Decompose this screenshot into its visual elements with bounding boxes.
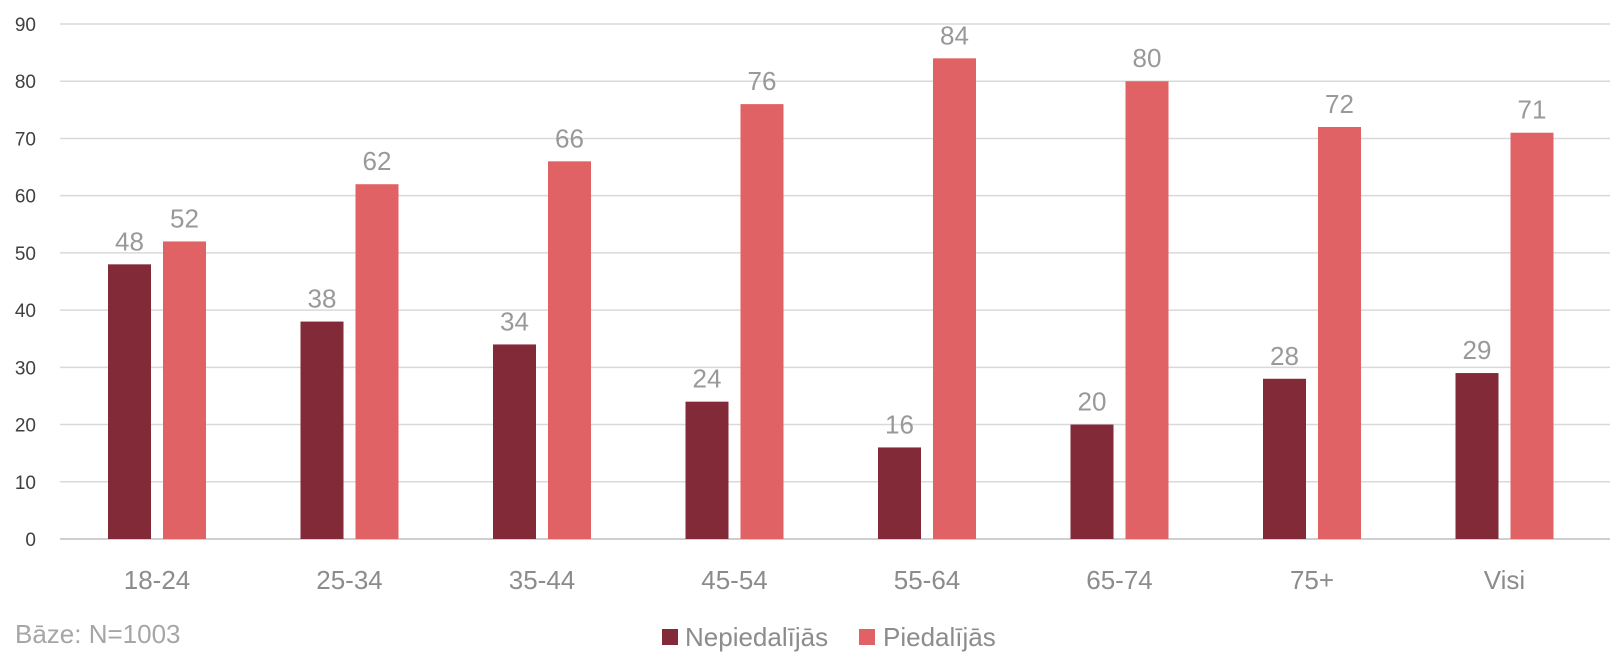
legend-swatch-piedalijas xyxy=(859,629,875,645)
y-tick-label: 0 xyxy=(25,530,36,551)
y-tick-label: 90 xyxy=(15,15,36,36)
legend-label-nepiedalijas: Nepiedalījās xyxy=(685,622,828,652)
y-tick-label: 50 xyxy=(15,244,36,265)
base-note: Bāze: N=1003 xyxy=(15,619,181,649)
bar xyxy=(1318,127,1361,539)
y-tick-label: 20 xyxy=(15,416,36,437)
x-tick-label: 18-24 xyxy=(124,565,191,595)
data-label: 34 xyxy=(500,306,529,336)
data-label: 72 xyxy=(1325,89,1354,119)
bar xyxy=(686,402,729,539)
bar xyxy=(493,344,536,539)
data-label: 80 xyxy=(1133,43,1162,73)
bar xyxy=(108,264,151,539)
bar xyxy=(548,161,591,539)
y-tick-label: 30 xyxy=(15,358,36,379)
data-label: 52 xyxy=(170,203,199,233)
x-tick-label: 65-74 xyxy=(1086,565,1153,595)
bar xyxy=(1456,373,1499,539)
data-label: 62 xyxy=(363,146,392,176)
data-label: 71 xyxy=(1518,95,1547,125)
grid-lines xyxy=(60,24,1610,539)
y-tick-label: 40 xyxy=(15,301,36,322)
bar xyxy=(1126,81,1169,539)
x-tick-label: 75+ xyxy=(1290,565,1334,595)
y-tick-label: 70 xyxy=(15,129,36,150)
data-label: 48 xyxy=(115,226,144,256)
x-tick-label: 55-64 xyxy=(894,565,961,595)
data-label: 38 xyxy=(308,284,337,314)
data-label: 84 xyxy=(940,20,969,50)
y-tick-label: 10 xyxy=(15,473,36,494)
bar xyxy=(741,104,784,539)
bar xyxy=(356,184,399,539)
x-axis-ticks: 18-24 25-34 35-44 45-54 55-64 65-74 75+ Visi xyxy=(124,565,1525,595)
data-label: 66 xyxy=(555,123,584,153)
x-tick-label: Visi xyxy=(1484,565,1525,595)
x-tick-label: 45-54 xyxy=(701,565,768,595)
x-tick-label: 25-34 xyxy=(316,565,383,595)
data-label: 76 xyxy=(748,66,777,96)
bar xyxy=(1071,425,1114,539)
data-label: 29 xyxy=(1463,335,1492,365)
data-label: 24 xyxy=(693,364,722,394)
bar xyxy=(301,322,344,539)
data-label: 20 xyxy=(1078,387,1107,417)
bar xyxy=(1263,379,1306,539)
y-axis-ticks: 0 10 20 30 40 50 60 70 80 90 xyxy=(15,15,36,551)
data-label: 28 xyxy=(1270,341,1299,371)
bar xyxy=(878,447,921,539)
y-tick-label: 80 xyxy=(15,72,36,93)
x-tick-label: 35-44 xyxy=(509,565,576,595)
bar xyxy=(1511,133,1554,539)
legend: Nepiedalījās Piedalījās xyxy=(662,622,996,652)
legend-swatch-nepiedalijas xyxy=(662,629,678,645)
bar xyxy=(933,58,976,539)
bar xyxy=(163,241,206,539)
legend-label-piedalijas: Piedalījās xyxy=(883,622,996,652)
data-label: 16 xyxy=(885,409,914,439)
y-tick-label: 60 xyxy=(15,187,36,208)
